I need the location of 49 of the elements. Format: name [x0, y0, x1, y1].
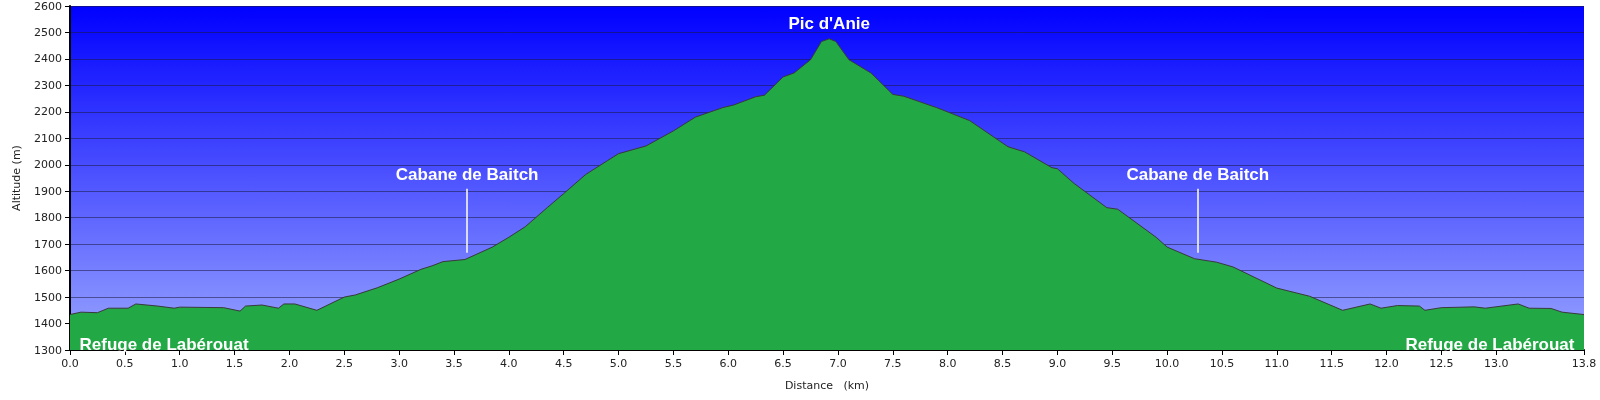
x-tick-label: 6.0	[719, 357, 738, 370]
y-tick-label: 2400	[34, 52, 62, 66]
x-tick-label: 4.0	[500, 357, 518, 370]
x-tick-label: 13.8	[1571, 357, 1597, 370]
x-axis-title: Distance (km)	[784, 379, 870, 392]
x-tick-label: 0.0	[61, 357, 79, 370]
x-tick-label: 3.5	[445, 357, 463, 370]
x-tick-label: 11.0	[1264, 357, 1290, 370]
y-tick-label: 1900	[34, 184, 62, 198]
annotation: Refuge de Labérouat	[1405, 335, 1575, 355]
annotation: Cabane de Baitch	[395, 164, 539, 184]
y-tick-label: 2300	[34, 78, 62, 92]
x-tick-label: 6.5	[774, 357, 792, 370]
x-tick-label: 3.0	[390, 357, 408, 370]
x-tick-label: 10.5	[1209, 357, 1235, 370]
x-tick-label: 12.0	[1374, 357, 1399, 370]
y-tick-label: 2600	[34, 0, 62, 13]
x-tick-label: 10.0	[1154, 357, 1180, 370]
x-tick-label: 0.5	[116, 357, 134, 370]
y-tick-label: 1500	[34, 290, 62, 304]
x-tick-label: 1.0	[170, 357, 189, 370]
annotation: Pic d'Anie	[788, 14, 870, 34]
x-tick-label: 2.5	[335, 357, 354, 370]
x-tick-label: 1.5	[225, 357, 244, 370]
x-tick-label: 11.5	[1319, 357, 1344, 370]
x-tick-label: 13.0	[1483, 357, 1509, 370]
x-tick-label: 9.5	[1103, 357, 1121, 370]
annotation: Refuge de Labérouat	[79, 335, 249, 355]
x-tick-label: 7.5	[884, 357, 902, 370]
x-tick-label: 9.0	[1048, 357, 1067, 370]
y-tick-label: 1700	[34, 237, 62, 251]
y-tick-label: 1600	[34, 264, 62, 278]
annotation: Cabane de Baitch	[1126, 164, 1270, 184]
y-tick-label: 2000	[34, 158, 62, 172]
x-tick-label: 8.0	[938, 357, 957, 370]
x-tick-label: 7.0	[829, 357, 847, 370]
y-tick-label: 1800	[34, 211, 62, 225]
x-tick-label: 12.5	[1429, 357, 1454, 370]
x-tick-label: 4.5	[554, 357, 573, 370]
x-tick-label: 5.0	[609, 357, 628, 370]
x-tick-label: 2.0	[280, 357, 299, 370]
y-tick-label: 2200	[34, 105, 62, 119]
y-tick-label: 2500	[34, 25, 62, 39]
y-tick-label: 2100	[34, 131, 62, 145]
y-tick-label: 1300	[34, 343, 62, 357]
y-tick-label: 1400	[34, 317, 62, 331]
y-axis-title: Altitude (m)	[10, 145, 23, 211]
x-tick-label: 5.5	[664, 357, 683, 370]
x-tick-label: 8.5	[993, 357, 1012, 370]
